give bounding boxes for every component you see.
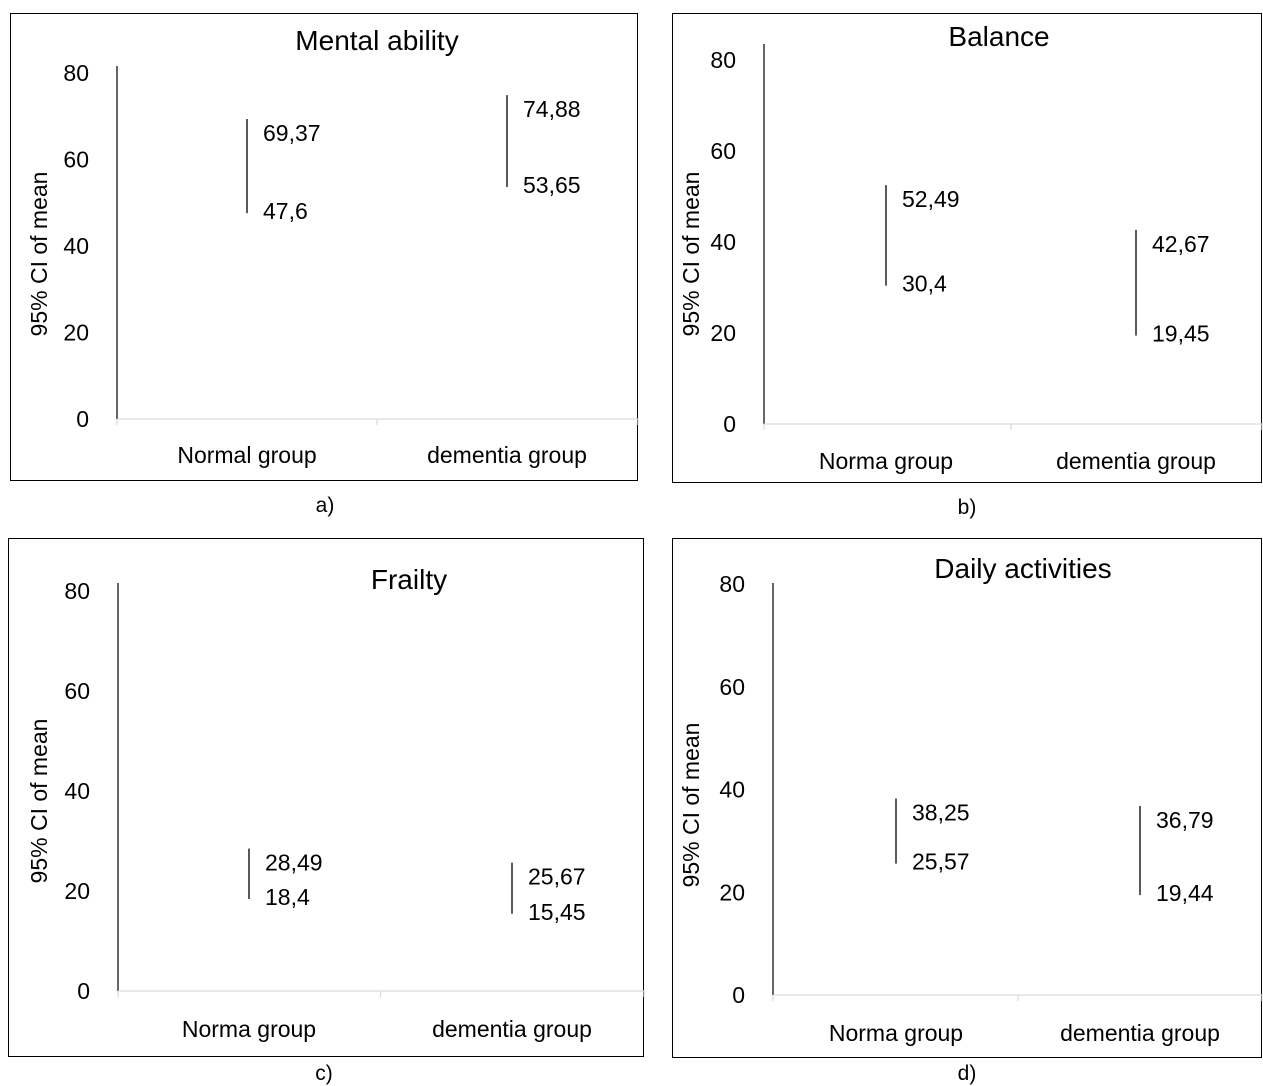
y-tick-label: 0	[732, 982, 745, 1008]
y-tick-label: 0	[76, 406, 89, 432]
y-axis-label: 95% CI of mean	[26, 172, 52, 337]
ci-lower-label: 30,4	[902, 271, 947, 297]
ci-upper-label: 42,67	[1152, 231, 1210, 257]
y-tick-label: 60	[64, 678, 90, 704]
panel-caption-b: b)	[957, 496, 977, 519]
y-tick-label: 20	[719, 879, 745, 905]
ci-upper-label: 69,37	[263, 120, 321, 146]
chart-svg-balance: Balance 95% CI of mean 0 20 40 60 80 Norma grou…	[678, 21, 1263, 474]
y-tick-label: 20	[710, 320, 736, 346]
x-category-label: dementia group	[1056, 448, 1216, 474]
y-tick-label: 40	[710, 229, 736, 255]
chart-title: Mental ability	[295, 25, 458, 56]
ci-upper-label: 28,49	[265, 850, 323, 876]
x-category-label: Norma group	[829, 1020, 963, 1046]
ci-upper-label: 25,67	[528, 864, 586, 890]
ci-upper-label: 36,79	[1156, 807, 1214, 833]
x-category-label: dementia group	[432, 1016, 592, 1042]
y-tick-label: 20	[63, 320, 89, 346]
y-tick-label: 40	[63, 233, 89, 259]
y-tick-label: 80	[63, 60, 89, 86]
x-category-label: dementia group	[1060, 1020, 1220, 1046]
y-tick-label: 40	[719, 777, 745, 803]
ci-lower-label: 53,65	[523, 172, 581, 198]
panel-caption-d: d)	[957, 1062, 977, 1085]
y-axis-label: 95% CI of mean	[678, 172, 704, 337]
chart-svg-frailty: Frailty 95% CI of mean 0 20 40 60 80 Norma grou…	[26, 564, 645, 1042]
y-tick-label: 60	[719, 674, 745, 700]
ci-upper-label: 38,25	[912, 799, 970, 825]
y-tick-label: 20	[64, 878, 90, 904]
y-tick-label: 60	[63, 147, 89, 173]
x-category-label: Norma group	[819, 448, 953, 474]
x-category-label: Normal group	[177, 442, 316, 468]
y-tick-label: 60	[710, 138, 736, 164]
ci-upper-label: 52,49	[902, 186, 960, 212]
ci-lower-label: 15,45	[528, 899, 586, 925]
y-tick-label: 80	[719, 571, 745, 597]
y-tick-label: 0	[723, 411, 736, 437]
panel-caption-c: c)	[315, 1062, 333, 1085]
ci-lower-label: 18,4	[265, 884, 310, 910]
y-axis-label: 95% CI of mean	[26, 719, 52, 884]
ci-lower-label: 25,57	[912, 849, 970, 875]
x-category-label: dementia group	[427, 442, 587, 468]
y-axis-label: 95% CI of mean	[678, 723, 704, 888]
ci-lower-label: 47,6	[263, 198, 308, 224]
chart-panel-mental-ability: Mental ability 95% CI of mean 0 20 40 60 80 Nor…	[10, 13, 639, 481]
ci-upper-label: 74,88	[523, 96, 581, 122]
chart-title: Daily activities	[934, 553, 1111, 584]
chart-title: Balance	[948, 21, 1049, 52]
x-category-label: Norma group	[182, 1016, 316, 1042]
chart-panel-daily-activities: Daily activities 95% CI of mean 0 20 40 60 80 N…	[672, 538, 1263, 1058]
y-tick-label: 0	[77, 978, 90, 1004]
chart-svg-mental-ability: Mental ability 95% CI of mean 0 20 40 60 80 Nor…	[26, 25, 639, 468]
chart-title: Frailty	[371, 564, 447, 595]
ci-lower-label: 19,44	[1156, 880, 1214, 906]
chart-panel-balance: Balance 95% CI of mean 0 20 40 60 80 Norma grou…	[672, 13, 1263, 483]
chart-svg-daily-activities: Daily activities 95% CI of mean 0 20 40 60 80 N…	[678, 553, 1263, 1046]
y-tick-label: 40	[64, 778, 90, 804]
y-tick-label: 80	[64, 578, 90, 604]
y-tick-label: 80	[710, 47, 736, 73]
chart-panel-frailty: Frailty 95% CI of mean 0 20 40 60 80 Norma grou…	[8, 538, 645, 1057]
ci-lower-label: 19,45	[1152, 321, 1210, 347]
panel-caption-a: a)	[315, 494, 335, 517]
